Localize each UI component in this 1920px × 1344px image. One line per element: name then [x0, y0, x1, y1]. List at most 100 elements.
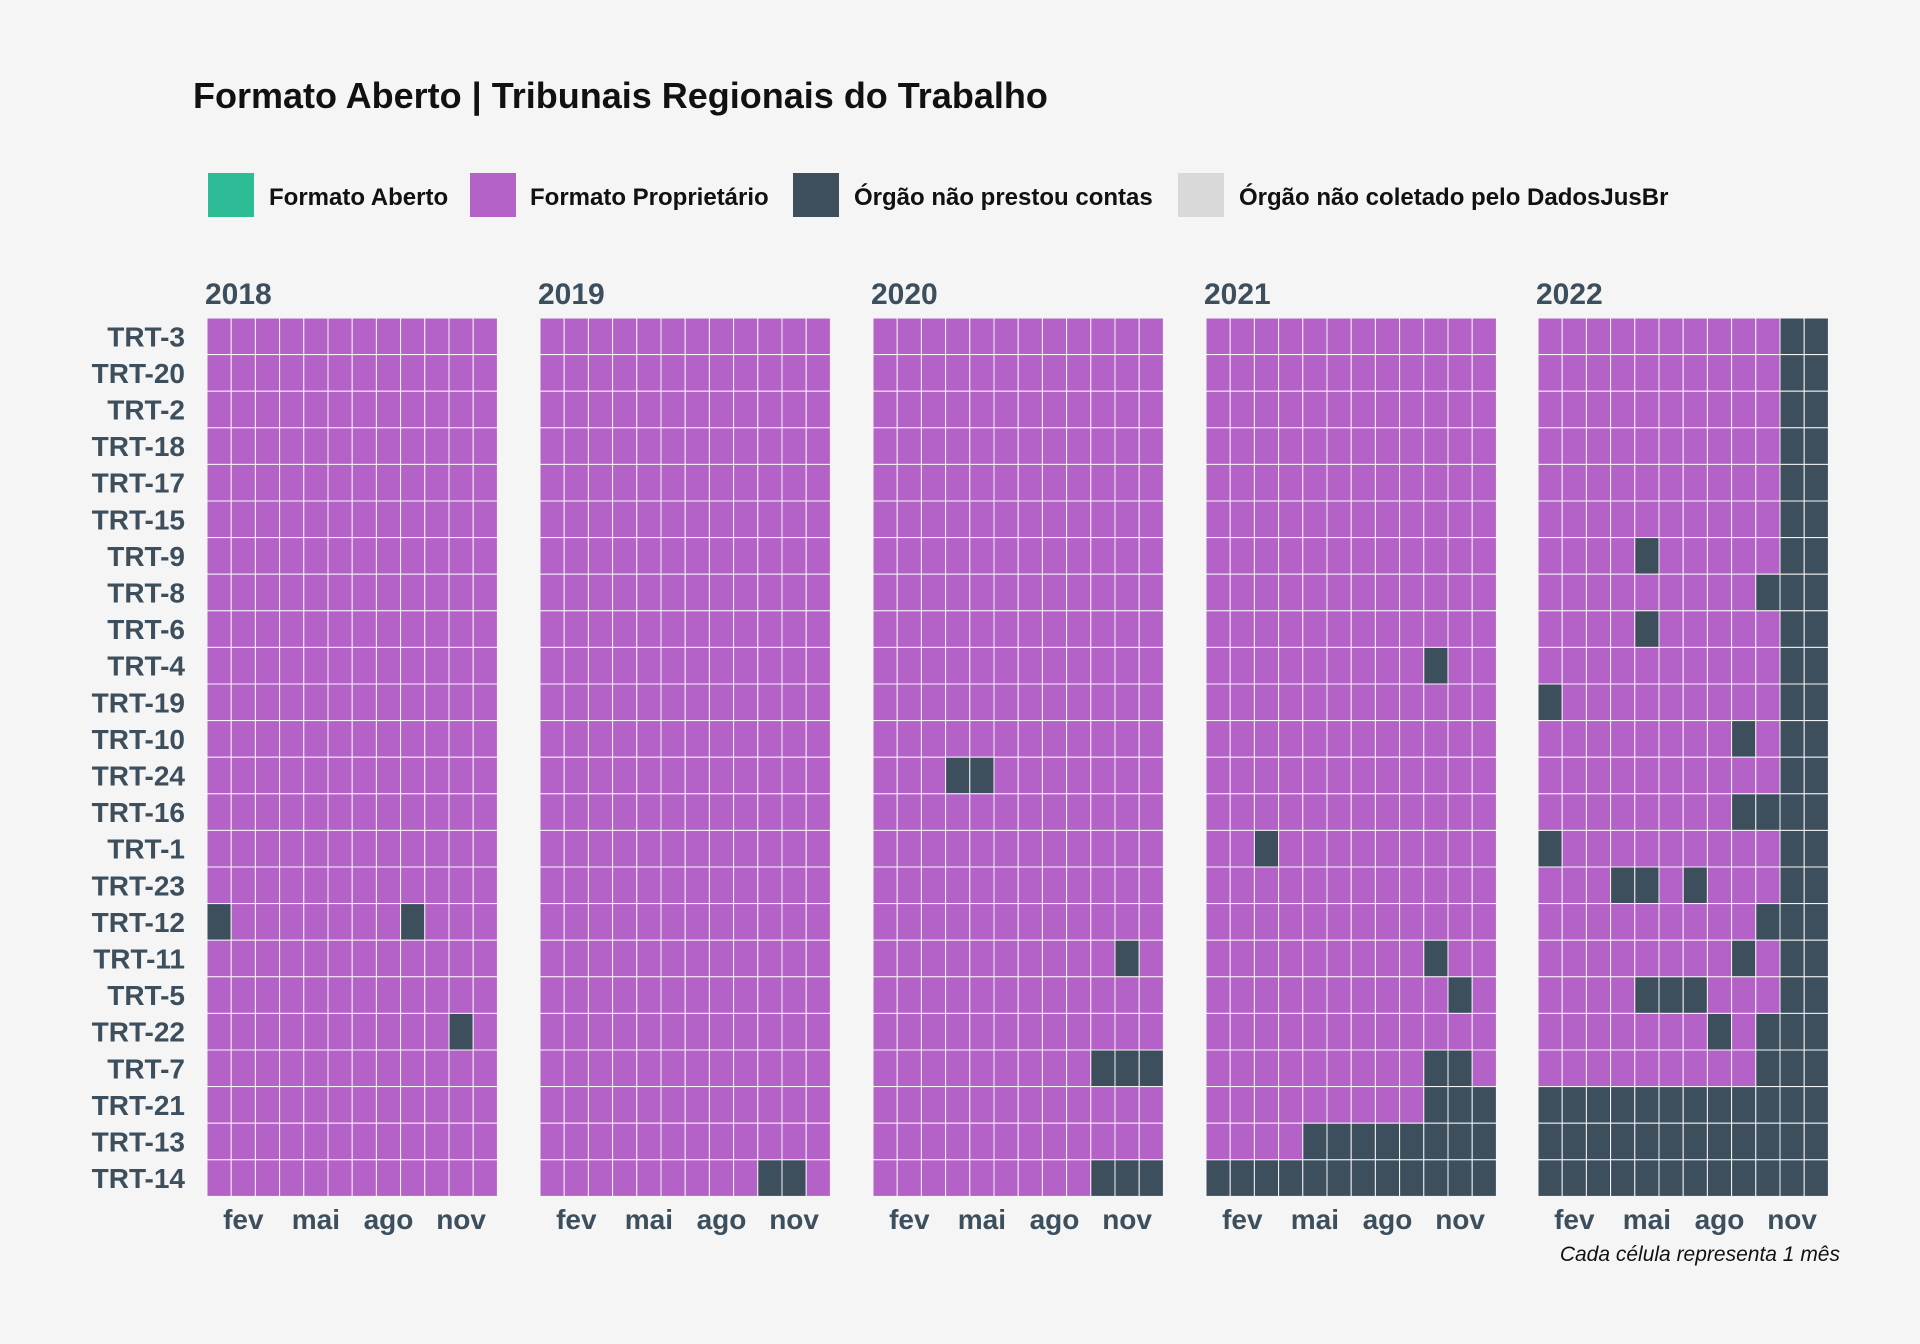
- cell-2021-TRT-20-m9: [1399, 354, 1425, 392]
- cell-2019-TRT-15-m9: [733, 500, 759, 539]
- cell-2020-TRT-14-m1: [872, 1159, 898, 1197]
- legend-label-P: Formato Proprietário: [530, 184, 769, 211]
- cell-2020-TRT-21-m11: [1114, 1086, 1140, 1124]
- cell-2020-TRT-16-m6: [993, 793, 1019, 831]
- cell-2021-TRT-5-m5: [1302, 976, 1328, 1014]
- cell-2019-TRT-17-m7: [684, 463, 710, 502]
- cell-2018-TRT-16-m8: [375, 793, 402, 831]
- cell-2022-TRT-10-m12: [1803, 720, 1829, 758]
- cell-2018-TRT-5-m2: [230, 976, 256, 1014]
- cell-2019-TRT-18-m5: [636, 427, 662, 465]
- cell-2021-TRT-1-m1: [1205, 829, 1231, 868]
- cell-2020-TRT-16-m7: [1017, 793, 1043, 831]
- cell-2019-TRT-22-m1: [539, 1012, 565, 1051]
- cell-2022-TRT-8-m12: [1803, 573, 1829, 612]
- cell-2021-TRT-3-m7: [1350, 317, 1376, 356]
- cell-2021-TRT-15-m3: [1253, 500, 1280, 539]
- cell-2019-TRT-9-m3: [587, 537, 614, 575]
- cell-2021-TRT-1-m4: [1278, 829, 1304, 868]
- cell-2022-TRT-19-m1: [1537, 683, 1563, 722]
- cell-2021-TRT-18-m5: [1302, 427, 1328, 465]
- cell-2020-TRT-4-m6: [993, 646, 1019, 685]
- legend-label-X: Órgão não coletado pelo DadosJusBr: [1239, 183, 1668, 211]
- cell-2020-TRT-3-m1: [872, 317, 898, 356]
- cell-2022-TRT-9-m1: [1537, 537, 1563, 575]
- cell-2021-TRT-8-m11: [1447, 573, 1473, 612]
- cell-2019-TRT-23-m4: [612, 866, 638, 905]
- cell-2020-TRT-2-m6: [993, 390, 1019, 429]
- cell-2020-TRT-6-m6: [993, 610, 1019, 648]
- cell-2018-TRT-2-m7: [351, 390, 377, 429]
- cell-2020-TRT-1-m5: [969, 829, 995, 868]
- cell-2021-TRT-10-m2: [1229, 720, 1255, 758]
- cell-2019-TRT-2-m10: [757, 390, 783, 429]
- cell-2020-TRT-24-m7: [1017, 756, 1043, 795]
- cell-2018-TRT-11-m9: [400, 939, 426, 978]
- tick-label-2019-fev: fev: [556, 1204, 597, 1235]
- cell-2018-TRT-18-m8: [375, 427, 402, 465]
- cell-2020-TRT-23-m3: [920, 866, 947, 905]
- cell-2018-TRT-6-m4: [279, 610, 305, 648]
- cell-2019-TRT-13-m7: [684, 1122, 710, 1161]
- cell-2019-TRT-20-m8: [708, 354, 735, 392]
- row-label-TRT-9: TRT-9: [107, 541, 185, 572]
- cell-2020-TRT-6-m2: [896, 610, 922, 648]
- cell-2018-TRT-4-m1: [206, 646, 232, 685]
- cell-2021-TRT-8-m4: [1278, 573, 1304, 612]
- cell-2021-TRT-15-m11: [1447, 500, 1473, 539]
- cell-2022-TRT-14-m3: [1585, 1159, 1612, 1197]
- cell-2021-TRT-6-m11: [1447, 610, 1473, 648]
- cell-2022-TRT-3-m3: [1585, 317, 1612, 356]
- cell-2021-TRT-22-m9: [1399, 1012, 1425, 1051]
- cell-2022-TRT-11-m9: [1731, 939, 1757, 978]
- cell-2018-TRT-1-m7: [351, 829, 377, 868]
- cell-2022-TRT-23-m1: [1537, 866, 1563, 905]
- cell-2020-TRT-6-m7: [1017, 610, 1043, 648]
- cell-2020-TRT-11-m9: [1066, 939, 1092, 978]
- cell-2021-TRT-20-m10: [1423, 354, 1449, 392]
- cell-2019-TRT-21-m11: [781, 1086, 807, 1124]
- cell-2018-TRT-20-m12: [472, 354, 498, 392]
- cell-2018-TRT-8-m4: [279, 573, 305, 612]
- cell-2020-TRT-23-m5: [969, 866, 995, 905]
- tick-label-2018-ago: ago: [364, 1204, 414, 1235]
- cell-2019-TRT-19-m12: [805, 683, 831, 722]
- cell-2022-TRT-18-m3: [1585, 427, 1612, 465]
- cell-2019-TRT-18-m12: [805, 427, 831, 465]
- cell-2022-TRT-23-m2: [1561, 866, 1587, 905]
- cell-2022-TRT-14-m11: [1779, 1159, 1805, 1197]
- cell-2022-TRT-16-m9: [1731, 793, 1757, 831]
- cell-2018-TRT-15-m11: [448, 500, 474, 539]
- cell-2020-TRT-1-m3: [920, 829, 947, 868]
- cell-2019-TRT-14-m6: [660, 1159, 686, 1197]
- cell-2018-TRT-11-m3: [254, 939, 281, 978]
- cell-2019-TRT-10-m5: [636, 720, 662, 758]
- cell-2020-TRT-12-m10: [1090, 903, 1116, 941]
- tick-label-2019-mai: mai: [625, 1204, 673, 1235]
- cell-2018-TRT-24-m10: [424, 756, 450, 795]
- cell-2021-TRT-3-m3: [1253, 317, 1280, 356]
- cell-2021-TRT-4-m7: [1350, 646, 1376, 685]
- legend-swatch-P: [470, 173, 516, 217]
- cell-2020-TRT-20-m1: [872, 354, 898, 392]
- cell-2019-TRT-3-m2: [563, 317, 589, 356]
- cell-2021-TRT-7-m4: [1278, 1049, 1304, 1088]
- cell-2022-TRT-20-m4: [1610, 354, 1636, 392]
- cell-2018-TRT-14-m2: [230, 1159, 256, 1197]
- cell-2019-TRT-19-m5: [636, 683, 662, 722]
- cell-2021-TRT-21-m1: [1205, 1086, 1231, 1124]
- cell-2018-TRT-7-m12: [472, 1049, 498, 1088]
- cell-2022-TRT-24-m6: [1658, 756, 1684, 795]
- cell-2022-TRT-11-m1: [1537, 939, 1563, 978]
- cell-2020-TRT-18-m10: [1090, 427, 1116, 465]
- cell-2020-TRT-9-m6: [993, 537, 1019, 575]
- cell-2022-TRT-20-m11: [1779, 354, 1805, 392]
- cell-2021-TRT-14-m3: [1253, 1159, 1280, 1197]
- cell-2020-TRT-12-m8: [1041, 903, 1068, 941]
- cell-2021-TRT-19-m7: [1350, 683, 1376, 722]
- cell-2018-TRT-14-m11: [448, 1159, 474, 1197]
- cell-2019-TRT-11-m11: [781, 939, 807, 978]
- cell-2021-TRT-14-m4: [1278, 1159, 1304, 1197]
- cell-2020-TRT-3-m2: [896, 317, 922, 356]
- cell-2021-TRT-1-m5: [1302, 829, 1328, 868]
